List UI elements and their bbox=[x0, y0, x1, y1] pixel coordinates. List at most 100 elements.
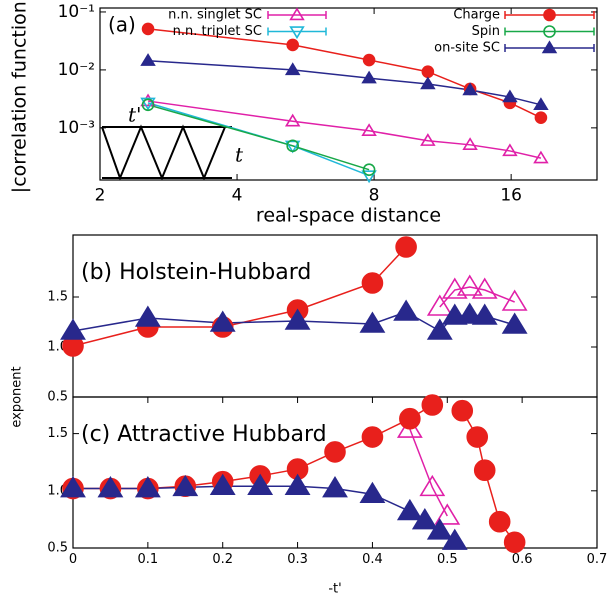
x-axis-label: real-space distance bbox=[256, 205, 441, 227]
series-line bbox=[147, 100, 542, 159]
plot-frame bbox=[99, 7, 598, 181]
data-point bbox=[284, 308, 311, 330]
legend-marker bbox=[543, 8, 556, 22]
data-point bbox=[395, 236, 417, 258]
y-tick-label: 10⁻¹ bbox=[58, 2, 95, 22]
data-point bbox=[421, 65, 435, 79]
data-point bbox=[141, 22, 155, 36]
data-point bbox=[362, 53, 376, 67]
data-point bbox=[466, 426, 489, 448]
x-tick-label: 0.3 bbox=[287, 552, 308, 567]
data-point bbox=[209, 310, 236, 332]
data-point bbox=[134, 305, 161, 327]
y-tick-label: 10⁻² bbox=[58, 60, 95, 80]
data-point bbox=[426, 518, 453, 540]
y-tick-label: 1.5 bbox=[47, 290, 68, 305]
data-point bbox=[60, 318, 86, 340]
series-line bbox=[147, 59, 542, 106]
data-point bbox=[134, 475, 161, 498]
data-point bbox=[209, 473, 236, 496]
legend-label: n.n. triplet SC bbox=[173, 24, 262, 39]
legend-marker bbox=[289, 26, 305, 40]
panel-label: (a) bbox=[108, 13, 136, 37]
data-point bbox=[361, 123, 377, 136]
x-tick-label: 0.7 bbox=[587, 552, 608, 567]
data-point bbox=[172, 474, 199, 497]
data-point bbox=[411, 508, 438, 530]
x-tick-label: 0.2 bbox=[212, 552, 233, 567]
data-point bbox=[361, 272, 384, 294]
data-point bbox=[502, 143, 518, 157]
data-point bbox=[60, 475, 86, 498]
data-point bbox=[419, 474, 446, 497]
x-tick-label: 0.4 bbox=[362, 552, 383, 567]
data-point bbox=[473, 459, 496, 482]
data-point bbox=[451, 399, 474, 422]
legend-label: n.n. singlet SC bbox=[168, 8, 262, 23]
data-point bbox=[434, 503, 461, 525]
data-point bbox=[441, 528, 468, 550]
data-point bbox=[359, 481, 386, 504]
legend-marker bbox=[543, 25, 556, 38]
y-tick-label: 0.5 bbox=[47, 541, 68, 556]
x-axis-label: -t' bbox=[328, 582, 341, 597]
panel-title: (b) Holstein-Hubbard bbox=[81, 260, 311, 285]
data-point bbox=[361, 170, 377, 184]
data-point bbox=[361, 70, 377, 84]
data-point bbox=[534, 111, 548, 124]
data-point bbox=[286, 139, 299, 153]
data-point bbox=[420, 76, 436, 90]
data-point bbox=[324, 441, 346, 463]
data-point bbox=[462, 137, 478, 151]
data-point bbox=[533, 97, 549, 110]
y-tick-label: 10⁻³ bbox=[58, 118, 95, 138]
data-point bbox=[396, 498, 423, 521]
data-point bbox=[284, 473, 311, 496]
x-tick-label: 0.6 bbox=[512, 552, 533, 567]
data-point bbox=[286, 38, 299, 52]
data-point bbox=[322, 475, 348, 498]
data-point bbox=[441, 277, 468, 299]
data-point bbox=[471, 303, 498, 325]
x-tick-label: 2 bbox=[95, 185, 106, 205]
data-point bbox=[140, 53, 156, 66]
lattice-inset bbox=[101, 124, 232, 181]
data-point bbox=[456, 302, 483, 324]
legend-label: on-site SC bbox=[434, 41, 500, 56]
legend-marker bbox=[541, 40, 558, 54]
data-point bbox=[426, 294, 453, 316]
y-tick-label: 0.5 bbox=[47, 390, 68, 405]
data-point bbox=[359, 311, 386, 333]
data-point bbox=[140, 97, 156, 111]
series-line bbox=[409, 428, 448, 517]
data-point bbox=[462, 82, 478, 96]
data-point bbox=[471, 277, 498, 299]
data-point bbox=[284, 140, 301, 154]
x-tick-label: 0.5 bbox=[437, 552, 458, 567]
data-point bbox=[284, 62, 301, 76]
x-tick-label: 8 bbox=[369, 185, 380, 205]
inset-label: t bbox=[235, 143, 244, 167]
data-point bbox=[456, 274, 483, 296]
data-point bbox=[533, 150, 549, 164]
x-tick-label: 0 bbox=[69, 552, 77, 567]
data-point bbox=[97, 475, 124, 498]
data-point bbox=[426, 318, 453, 340]
data-point bbox=[488, 510, 511, 533]
data-point bbox=[503, 531, 526, 554]
legend-label: Spin bbox=[472, 24, 500, 39]
data-point bbox=[284, 113, 301, 127]
data-point bbox=[362, 163, 376, 176]
data-point bbox=[247, 473, 274, 496]
panel-title: (c) Attractive Hubbard bbox=[81, 422, 327, 447]
x-tick-label: 16 bbox=[500, 185, 522, 205]
y-tick-label: 1.5 bbox=[47, 426, 68, 441]
inset-label: t' bbox=[128, 103, 142, 127]
plot-frame bbox=[72, 396, 598, 549]
x-tick-label: 4 bbox=[232, 185, 243, 205]
data-point bbox=[393, 299, 420, 321]
legend-marker bbox=[289, 7, 305, 21]
data-point bbox=[399, 407, 421, 430]
legend-label: Charge bbox=[453, 8, 500, 23]
